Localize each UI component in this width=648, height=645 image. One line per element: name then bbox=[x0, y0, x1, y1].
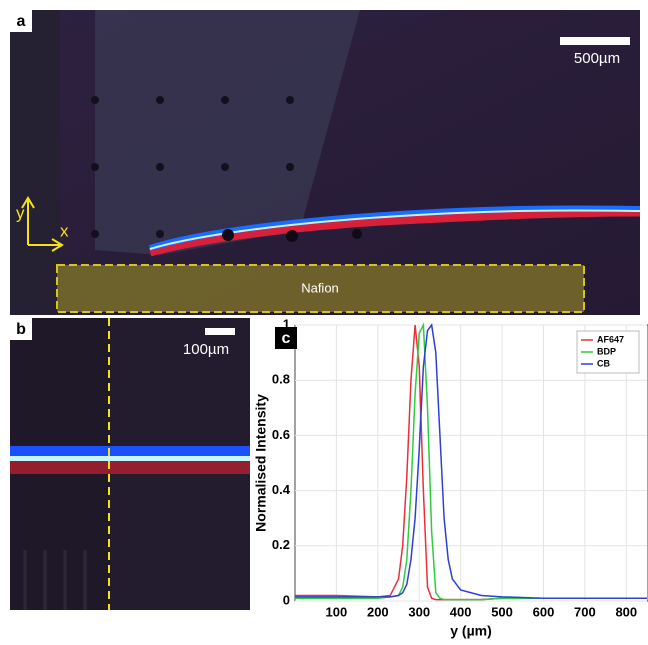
y-tick-label: 1 bbox=[283, 316, 290, 331]
shade bbox=[95, 10, 360, 255]
y-tick-label: 0.8 bbox=[272, 372, 290, 387]
y-tick-label: 0.2 bbox=[272, 537, 290, 552]
legend-label: BDP bbox=[597, 346, 616, 356]
panel-label: a bbox=[17, 13, 26, 30]
label-box bbox=[10, 10, 32, 32]
x-axis-label: y (µm) bbox=[450, 623, 492, 639]
scale-bar bbox=[560, 37, 630, 45]
legend-label: CB bbox=[597, 358, 610, 368]
fins bbox=[23, 550, 87, 610]
panel-label: c bbox=[282, 330, 291, 347]
region-label: Nafion bbox=[301, 280, 339, 295]
stream-red bbox=[10, 460, 250, 474]
y-tick-label: 0 bbox=[283, 592, 290, 607]
stream-blue bbox=[10, 446, 250, 458]
panel-a: Nafion 500µm y x a bbox=[10, 10, 641, 315]
legend-label: AF647 bbox=[597, 334, 624, 344]
x-tick-label: 500 bbox=[491, 604, 513, 619]
label-box bbox=[275, 327, 297, 349]
x-tick-label: 600 bbox=[533, 604, 555, 619]
stream-core bbox=[149, 209, 641, 250]
x-tick-label: 200 bbox=[367, 604, 389, 619]
axis-x: x bbox=[60, 221, 69, 240]
x-tick-label: 700 bbox=[574, 604, 596, 619]
y-tick-label: 0.6 bbox=[272, 427, 290, 442]
stream-core bbox=[10, 456, 250, 461]
scale-label: 500µm bbox=[574, 50, 620, 67]
axis-y: y bbox=[16, 203, 25, 222]
posts bbox=[91, 96, 294, 238]
stream-blue bbox=[149, 205, 641, 251]
series-line bbox=[295, 323, 647, 599]
scale-label: 100µm bbox=[183, 341, 229, 358]
scale-bar bbox=[205, 328, 235, 335]
edge bbox=[10, 10, 60, 315]
axes-icon bbox=[21, 196, 64, 252]
y-tick-label: 0.4 bbox=[272, 482, 291, 497]
x-tick-label: 300 bbox=[408, 604, 430, 619]
x-tick-label: 400 bbox=[450, 604, 472, 619]
y-axis-label: Normalised Intensity bbox=[253, 394, 269, 532]
x-tick-label: 800 bbox=[615, 604, 637, 619]
label-box bbox=[10, 318, 32, 340]
stream-red bbox=[148, 207, 641, 257]
panel-b: 100µm b bbox=[10, 318, 250, 610]
panel-c: 0 0.2 0.4 0.6 0.8 1 100 200 300 400 500 600 700 800 y … bbox=[253, 316, 648, 639]
panel-label: b bbox=[16, 321, 26, 338]
x-tick-label: 100 bbox=[326, 604, 348, 619]
nafion-region bbox=[56, 264, 585, 313]
